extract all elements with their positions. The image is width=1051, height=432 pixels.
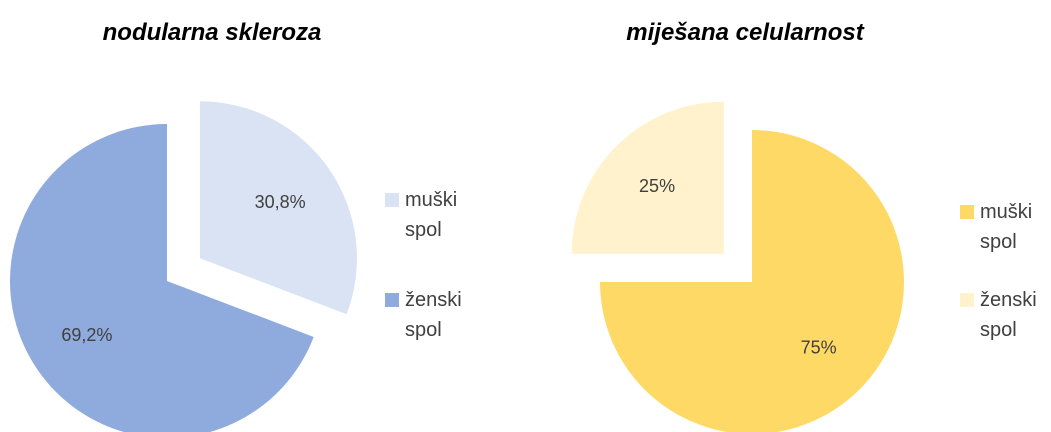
data-label: 25% xyxy=(639,176,675,196)
legend-swatch xyxy=(385,293,399,307)
chart-title: nodularna skleroza xyxy=(103,19,322,46)
legend-entry: muški spol xyxy=(385,185,465,245)
chart-title: miješana celularnost xyxy=(626,19,864,46)
pie-slice xyxy=(199,101,357,315)
legend-swatch xyxy=(960,205,974,219)
legend-label: ženski spol xyxy=(405,289,462,341)
data-label: 30,8% xyxy=(255,192,306,212)
legend-swatch xyxy=(385,193,399,207)
legend-label: ženski spol xyxy=(980,289,1037,341)
legend-swatch xyxy=(960,293,974,307)
legend-entry: muški spol xyxy=(960,197,1040,257)
legend-label: muški spol xyxy=(405,189,458,241)
pie-slice xyxy=(571,101,724,254)
legend-entry: ženski spol xyxy=(385,285,465,345)
data-label: 69,2% xyxy=(61,325,112,345)
legend-entry: ženski spol xyxy=(960,285,1040,345)
legend-label: muški spol xyxy=(980,201,1033,253)
data-label: 75% xyxy=(801,337,837,357)
pie-slice xyxy=(600,130,904,432)
pie-slice xyxy=(10,124,314,432)
